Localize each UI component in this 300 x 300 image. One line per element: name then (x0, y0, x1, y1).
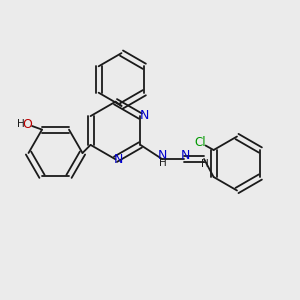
Text: H: H (201, 159, 208, 170)
Text: O: O (23, 118, 32, 131)
Text: N: N (158, 148, 167, 162)
Text: N: N (140, 109, 149, 122)
Text: Cl: Cl (194, 136, 206, 149)
Text: H: H (17, 118, 25, 129)
Text: N: N (114, 153, 123, 167)
Text: N: N (181, 148, 190, 162)
Text: H: H (159, 158, 167, 168)
